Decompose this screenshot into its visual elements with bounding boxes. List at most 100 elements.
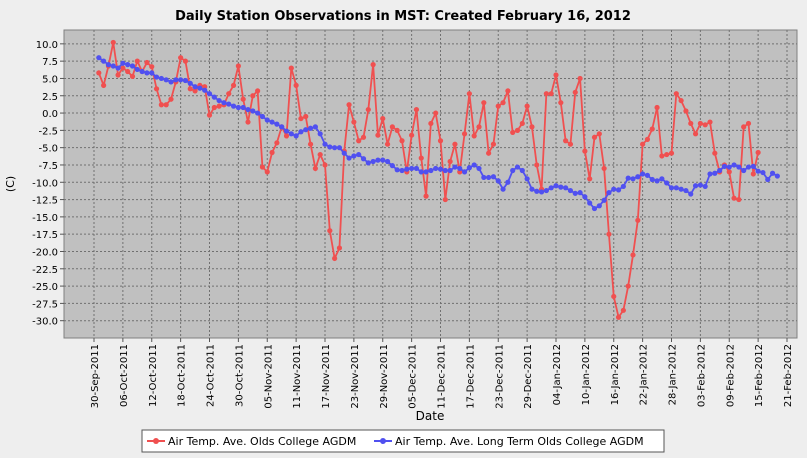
data-point [500,186,506,192]
data-point [216,97,222,104]
legend-item-olds: Air Temp. Ave. Olds College AGDM [147,435,356,448]
data-point [591,205,598,212]
data-point [187,80,193,86]
x-tick-label: 17-Dec-2011 [465,344,476,409]
data-point [447,167,453,174]
data-point [486,174,492,181]
data-point [625,283,631,289]
data-point [745,120,752,127]
data-point [250,93,256,99]
data-point [255,88,261,94]
data-point [596,131,602,137]
data-point [178,77,184,83]
data-point [168,79,174,85]
data-point [553,183,559,189]
data-point [495,103,501,109]
x-tick-label: 28-Jan-2012 [668,344,679,405]
data-point [110,63,116,69]
data-point [428,167,434,174]
data-point [486,150,492,156]
data-point [659,153,665,159]
data-point [322,162,328,168]
data-point [534,162,540,168]
plot-area [63,29,798,339]
x-tick-label: 09-Feb-2012 [725,344,736,407]
data-point [158,75,164,82]
data-point [110,39,116,46]
data-point [96,55,102,61]
data-point [514,164,521,170]
y-tick-label: -30.0 [32,317,58,328]
data-point [635,174,641,180]
data-point [293,133,299,139]
data-point [380,115,386,122]
data-point [466,165,472,171]
data-point [625,175,631,181]
data-point [226,91,232,97]
legend-label: Air Temp. Ave. Long Term Olds College AG… [395,435,644,448]
y-tick-label: -15.0 [32,213,58,224]
data-point [587,176,593,182]
data-point [490,141,497,147]
data-point [615,187,622,193]
data-point [620,183,626,190]
data-point [413,106,420,113]
data-point [495,178,501,184]
data-point [664,180,670,186]
data-point [567,187,574,194]
data-point [452,141,458,147]
data-point [712,170,718,176]
data-point [726,169,732,175]
data-point [572,89,578,95]
data-point [322,141,328,147]
data-point [529,124,535,130]
data-point [548,185,554,191]
data-point [370,62,376,68]
data-point [620,307,626,313]
data-point [173,77,179,83]
data-point [442,196,448,203]
data-point [577,190,583,196]
data-point [688,120,694,127]
data-point [587,200,593,206]
y-tick-label: 0.0 [42,109,58,120]
y-tick-label: 10.0 [36,40,58,51]
data-point [163,102,169,108]
data-point [563,138,569,144]
data-point [216,103,222,109]
data-point [543,91,549,97]
data-point [697,182,703,188]
data-point [269,149,275,156]
data-point [317,131,323,137]
data-point [437,138,444,144]
data-point [442,167,448,174]
data-point [370,158,376,165]
data-point [221,100,227,106]
data-point [240,96,246,102]
y-axis: 10.0 7.5 5.0 2.5 0.0 -2.5 -5.0 -7.5 -10.0 -12.5 -1… [32,40,64,328]
data-point [471,133,477,139]
x-tick-label: 15-Feb-2012 [754,344,765,407]
data-point [601,197,607,203]
data-point [356,138,362,144]
x-tick-label: 10-Jan-2012 [581,344,592,405]
x-tick-label: 21-Feb-2012 [783,344,794,407]
data-point [351,119,357,125]
x-tick-label: 30-Sep-2011 [90,344,101,408]
data-point [721,163,728,169]
data-point [255,110,261,116]
x-tick-label: 29-Nov-2011 [379,344,390,409]
data-point [726,164,732,170]
data-point [375,157,381,163]
data-point [702,183,708,190]
data-point [640,141,646,147]
data-point [529,186,535,192]
x-tick-label: 11-Dec-2011 [437,344,448,409]
data-point [288,65,294,71]
data-point [394,167,400,173]
x-tick-label: 05-Nov-2011 [263,344,274,409]
data-point [741,167,747,174]
data-point [505,88,511,94]
data-point [168,96,174,102]
